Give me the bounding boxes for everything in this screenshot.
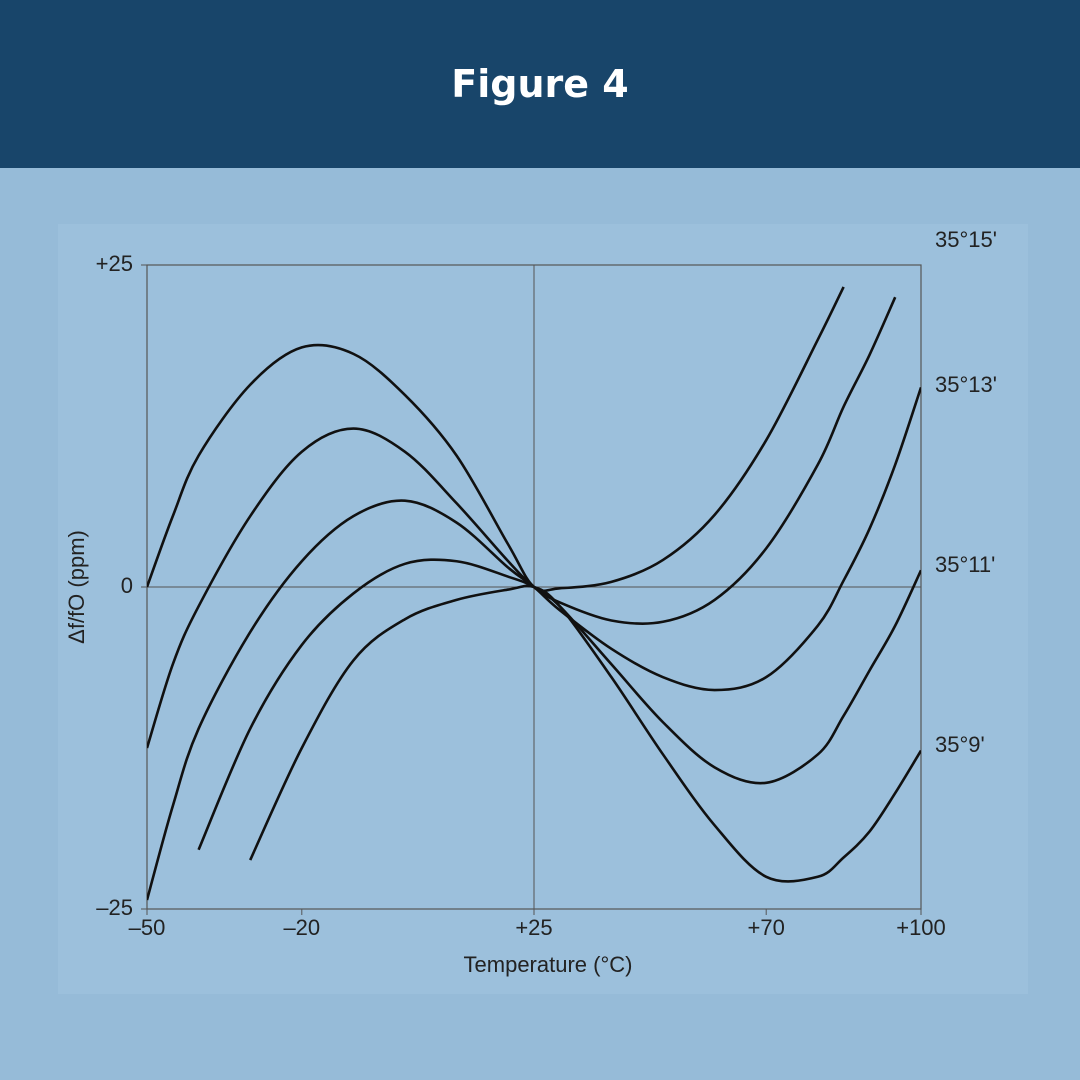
- x-axis-label: Temperature (°C): [464, 952, 633, 977]
- x-tick-label: –50: [129, 915, 166, 940]
- x-tick-label: +100: [896, 915, 946, 940]
- curve: [249, 584, 921, 883]
- x-tick-label: +25: [515, 915, 552, 940]
- curve: [147, 286, 845, 593]
- x-tick-label: +70: [748, 915, 785, 940]
- x-tick-label: –20: [283, 915, 320, 940]
- curve-label: 35°9': [935, 732, 985, 757]
- chart-title: Figure 4: [451, 62, 629, 106]
- curve-label: 35°11': [935, 552, 995, 577]
- chart: Temperature (°C) Δf/fO (ppm) –25 0 +25 –50 –…: [58, 224, 1028, 994]
- header: Figure 4: [0, 0, 1080, 168]
- y-axis-label: Δf/fO (ppm): [64, 530, 89, 644]
- y-tick-label: 0: [121, 573, 133, 598]
- curve-label: 35°13': [935, 372, 997, 397]
- y-tick-label: –25: [96, 895, 133, 920]
- curve-label: 35°15': [935, 227, 997, 252]
- y-tick-label: +25: [96, 251, 133, 276]
- plot-panel: [58, 224, 1028, 994]
